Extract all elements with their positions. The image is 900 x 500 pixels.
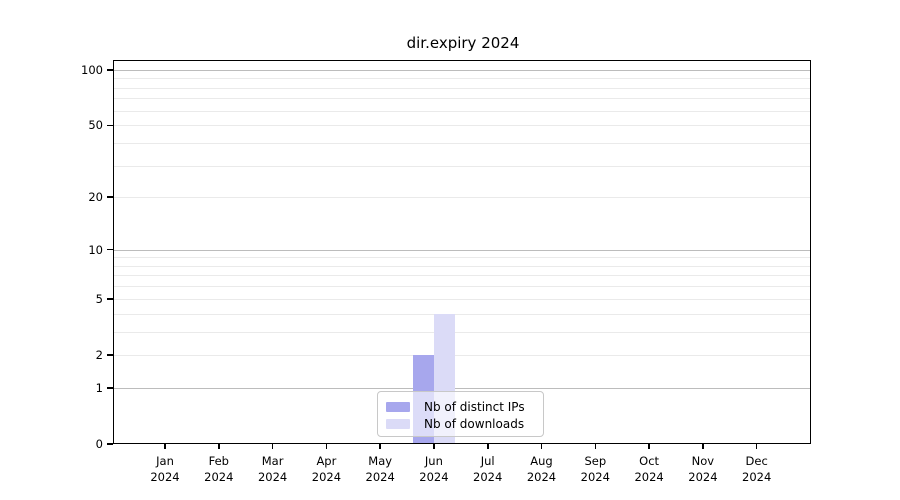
x-tick [218, 444, 220, 449]
x-tick-label-jul: Jul 2024 [473, 454, 503, 484]
gridline-minor [113, 257, 811, 259]
gridline-minor [113, 125, 811, 127]
x-tick [271, 444, 274, 449]
x-tick-label-dec: Dec 2024 [742, 454, 772, 484]
gridline-minor [113, 275, 811, 277]
y-tick-label: 50 [88, 118, 103, 133]
gridline-major [113, 69, 811, 71]
x-tick [594, 444, 597, 449]
chart-title: dir.expiry 2024 [406, 34, 520, 52]
gridline-minor [113, 354, 811, 356]
y-tick [107, 196, 113, 198]
legend-swatch-distinct-ips-icon [386, 401, 410, 412]
x-tick [379, 444, 381, 449]
gridline-minor [113, 197, 811, 199]
y-tick-label: 2 [95, 347, 103, 362]
y-tick-label: 20 [88, 190, 103, 205]
y-tick [107, 248, 113, 251]
x-tick-label-feb: Feb 2024 [204, 454, 234, 484]
x-tick-label-nov: Nov 2024 [688, 454, 718, 484]
x-tick [325, 444, 328, 449]
gridline-minor [113, 98, 811, 100]
gridline-minor [113, 265, 811, 267]
y-tick-label: 1 [95, 380, 103, 395]
gridline-minor [113, 87, 811, 89]
x-tick [702, 444, 704, 449]
x-tick-label-apr: Apr 2024 [311, 454, 342, 484]
x-tick-label-jun: Jun 2024 [419, 454, 449, 484]
y-tick [107, 354, 113, 356]
gridline-minor [113, 142, 811, 144]
x-tick [164, 444, 166, 449]
x-tick-label-aug: Aug 2024 [526, 454, 557, 484]
gridline-minor [113, 110, 811, 112]
x-tick-label-sep: Sep 2024 [580, 454, 610, 484]
y-tick-label: 100 [81, 62, 103, 77]
y-tick [107, 69, 113, 71]
x-tick-label-jan: Jan 2024 [150, 454, 180, 484]
x-tick [433, 444, 435, 449]
x-tick [540, 444, 543, 449]
gridline-major [113, 387, 811, 389]
gridline-minor [113, 165, 811, 167]
y-tick [107, 443, 113, 445]
legend-label-downloads: Nb of downloads [424, 416, 525, 431]
y-tick-label: 5 [95, 291, 103, 306]
legend-item-downloads: Nb of downloads [386, 415, 535, 432]
legend-item-distinct-ips: Nb of distinct IPs [386, 398, 535, 415]
x-tick [755, 444, 758, 449]
plot-area [113, 60, 811, 444]
gridline-minor [113, 331, 811, 333]
y-tick [107, 387, 113, 389]
x-tick-label-oct: Oct 2024 [634, 454, 664, 484]
gridline-major [113, 249, 811, 251]
legend-swatch-downloads-icon [386, 418, 410, 429]
gridline-minor [113, 78, 811, 80]
y-tick [107, 124, 113, 126]
x-tick [487, 444, 489, 449]
y-tick [107, 298, 113, 300]
y-tick-label: 0 [95, 437, 103, 451]
y-tick-label: 10 [88, 242, 103, 257]
legend: Nb of distinct IPs Nb of downloads [377, 391, 544, 437]
gridline-minor [113, 286, 811, 288]
x-tick-label-may: May 2024 [365, 454, 395, 484]
gridline-minor [113, 313, 811, 315]
x-tick-label-mar: Mar 2024 [257, 454, 288, 484]
legend-label-distinct-ips: Nb of distinct IPs [424, 399, 525, 414]
x-tick [648, 444, 650, 449]
gridline-minor [113, 298, 811, 300]
